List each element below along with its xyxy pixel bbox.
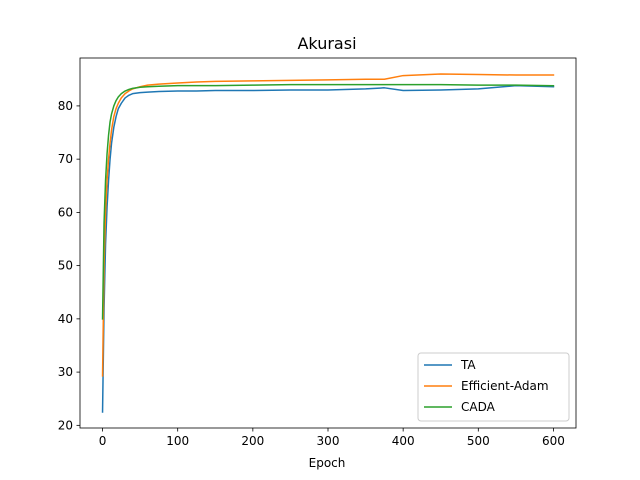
legend-label-1: TA [460,358,476,372]
y-tick-label: 60 [58,205,73,219]
series-line-3 [101,83,555,320]
x-tick-label: 400 [392,434,415,448]
y-tick-label: 20 [58,418,73,432]
y-tick-label: 40 [58,312,73,326]
y-tick-label: 80 [58,99,73,113]
x-tick-label: 600 [542,434,565,448]
chart-title: Akurasi [297,34,356,53]
legend: TA Efficient-Adam CADA [417,352,570,422]
legend-label-2: Efficient-Adam [461,379,549,393]
y-tick-label: 70 [58,152,73,166]
y-tick-label: 30 [58,365,73,379]
y-tick-label: 50 [58,259,73,273]
series-line-1 [101,84,555,413]
x-axis-ticks: 0 100 200 300 400 500 600 [99,428,565,448]
y-axis-ticks: 20 30 40 50 60 70 80 [58,99,80,432]
x-axis-label: Epoch [309,456,346,470]
legend-box [417,352,570,422]
legend-label-3: CADA [461,400,496,414]
series-layer [101,73,555,413]
x-tick-label: 300 [317,434,340,448]
x-tick-label: 200 [241,434,264,448]
series-line-2 [101,73,555,377]
x-tick-label: 0 [99,434,107,448]
x-tick-label: 100 [166,434,189,448]
x-tick-label: 500 [467,434,490,448]
